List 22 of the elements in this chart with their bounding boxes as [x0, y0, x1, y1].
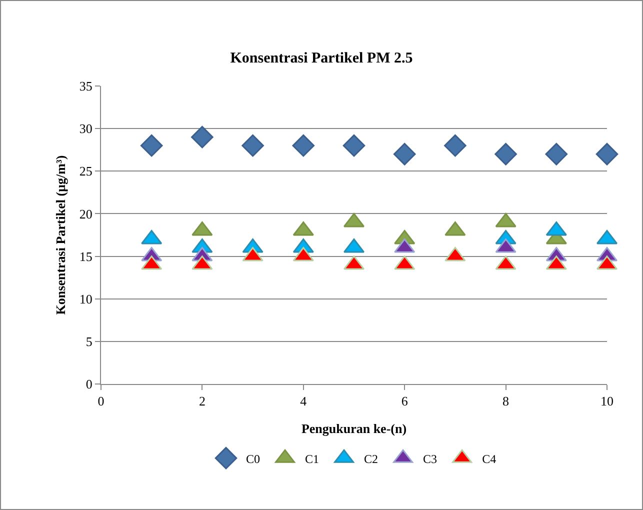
legend-label: C2	[364, 452, 378, 466]
x-tick-label: 10	[600, 394, 614, 409]
y-tick-label: 15	[79, 248, 92, 264]
x-tick-label: 2	[198, 394, 206, 409]
y-tick-label: 35	[79, 78, 92, 94]
x-tick-label: 4	[300, 394, 308, 409]
y-tick-label: 25	[79, 164, 92, 179]
y-tick-label: 5	[86, 334, 92, 349]
x-axis-title: Pengukuran ke-(n)	[301, 421, 407, 436]
legend-label: C0	[246, 452, 260, 466]
y-tick-label: 0	[86, 376, 92, 392]
y-tick-label: 20	[79, 206, 92, 222]
legend-label: C4	[482, 452, 496, 466]
x-tick-label: 6	[401, 394, 408, 409]
chart-title: Konsentrasi Partikel PM 2.5	[230, 50, 413, 66]
legend-label: C1	[305, 452, 320, 466]
x-tick-label: 8	[502, 394, 510, 409]
y-tick-label: 10	[79, 291, 92, 306]
y-tick-label: 30	[79, 121, 92, 136]
y-axis-title: Konsentrasi Partikel (µg/m³)	[53, 155, 68, 315]
legend-label: C3	[423, 452, 438, 466]
x-tick-label: 0	[98, 394, 104, 409]
